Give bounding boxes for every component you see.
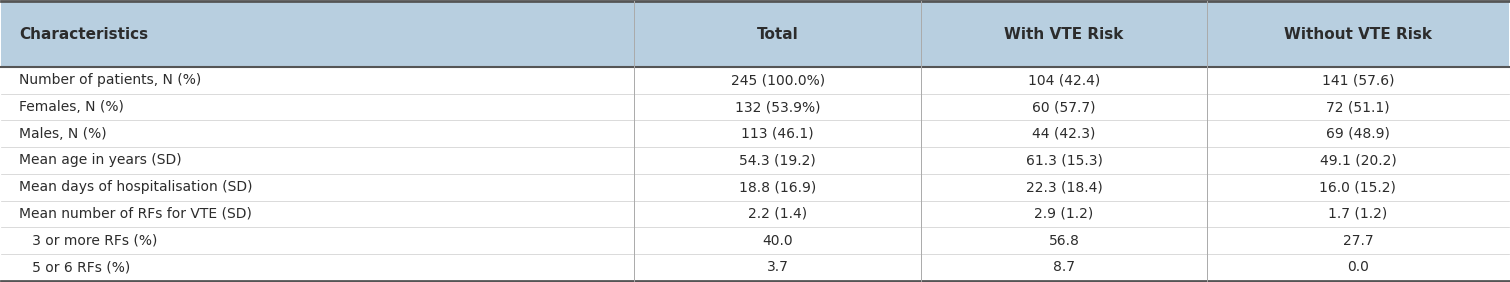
Text: 54.3 (19.2): 54.3 (19.2) xyxy=(740,153,815,168)
Text: 61.3 (15.3): 61.3 (15.3) xyxy=(1025,153,1102,168)
Text: Total: Total xyxy=(757,27,799,42)
FancyBboxPatch shape xyxy=(2,227,1508,254)
Text: 18.8 (16.9): 18.8 (16.9) xyxy=(738,180,817,194)
FancyBboxPatch shape xyxy=(2,67,1508,94)
FancyBboxPatch shape xyxy=(2,254,1508,281)
Text: 8.7: 8.7 xyxy=(1052,260,1075,274)
Text: 113 (46.1): 113 (46.1) xyxy=(741,127,814,141)
Text: 3 or more RFs (%): 3 or more RFs (%) xyxy=(20,233,159,248)
Text: 3.7: 3.7 xyxy=(767,260,788,274)
FancyBboxPatch shape xyxy=(2,94,1508,120)
Text: 0.0: 0.0 xyxy=(1347,260,1370,274)
Text: With VTE Risk: With VTE Risk xyxy=(1004,27,1123,42)
FancyBboxPatch shape xyxy=(2,201,1508,227)
Text: Characteristics: Characteristics xyxy=(20,27,148,42)
Text: 2.2 (1.4): 2.2 (1.4) xyxy=(747,207,808,221)
Text: 16.0 (15.2): 16.0 (15.2) xyxy=(1320,180,1397,194)
Text: Females, N (%): Females, N (%) xyxy=(20,100,124,114)
Text: Number of patients, N (%): Number of patients, N (%) xyxy=(20,73,202,87)
Text: 2.9 (1.2): 2.9 (1.2) xyxy=(1034,207,1093,221)
Text: Without VTE Risk: Without VTE Risk xyxy=(1284,27,1431,42)
Text: 49.1 (20.2): 49.1 (20.2) xyxy=(1320,153,1397,168)
Text: Males, N (%): Males, N (%) xyxy=(20,127,107,141)
Text: 1.7 (1.2): 1.7 (1.2) xyxy=(1329,207,1388,221)
Text: 40.0: 40.0 xyxy=(763,233,793,248)
FancyBboxPatch shape xyxy=(2,174,1508,201)
Text: 69 (48.9): 69 (48.9) xyxy=(1326,127,1389,141)
Text: 56.8: 56.8 xyxy=(1048,233,1080,248)
Text: 104 (42.4): 104 (42.4) xyxy=(1028,73,1101,87)
Text: 245 (100.0%): 245 (100.0%) xyxy=(731,73,824,87)
Text: 60 (57.7): 60 (57.7) xyxy=(1033,100,1096,114)
Text: 5 or 6 RFs (%): 5 or 6 RFs (%) xyxy=(20,260,131,274)
Text: Mean number of RFs for VTE (SD): Mean number of RFs for VTE (SD) xyxy=(20,207,252,221)
Text: 72 (51.1): 72 (51.1) xyxy=(1326,100,1389,114)
FancyBboxPatch shape xyxy=(2,1,1508,67)
Text: Mean age in years (SD): Mean age in years (SD) xyxy=(20,153,183,168)
Text: 44 (42.3): 44 (42.3) xyxy=(1033,127,1096,141)
Text: 132 (53.9%): 132 (53.9%) xyxy=(735,100,820,114)
FancyBboxPatch shape xyxy=(2,120,1508,147)
Text: 27.7: 27.7 xyxy=(1342,233,1373,248)
Text: 141 (57.6): 141 (57.6) xyxy=(1321,73,1394,87)
Text: Mean days of hospitalisation (SD): Mean days of hospitalisation (SD) xyxy=(20,180,254,194)
FancyBboxPatch shape xyxy=(2,147,1508,174)
Text: 22.3 (18.4): 22.3 (18.4) xyxy=(1025,180,1102,194)
